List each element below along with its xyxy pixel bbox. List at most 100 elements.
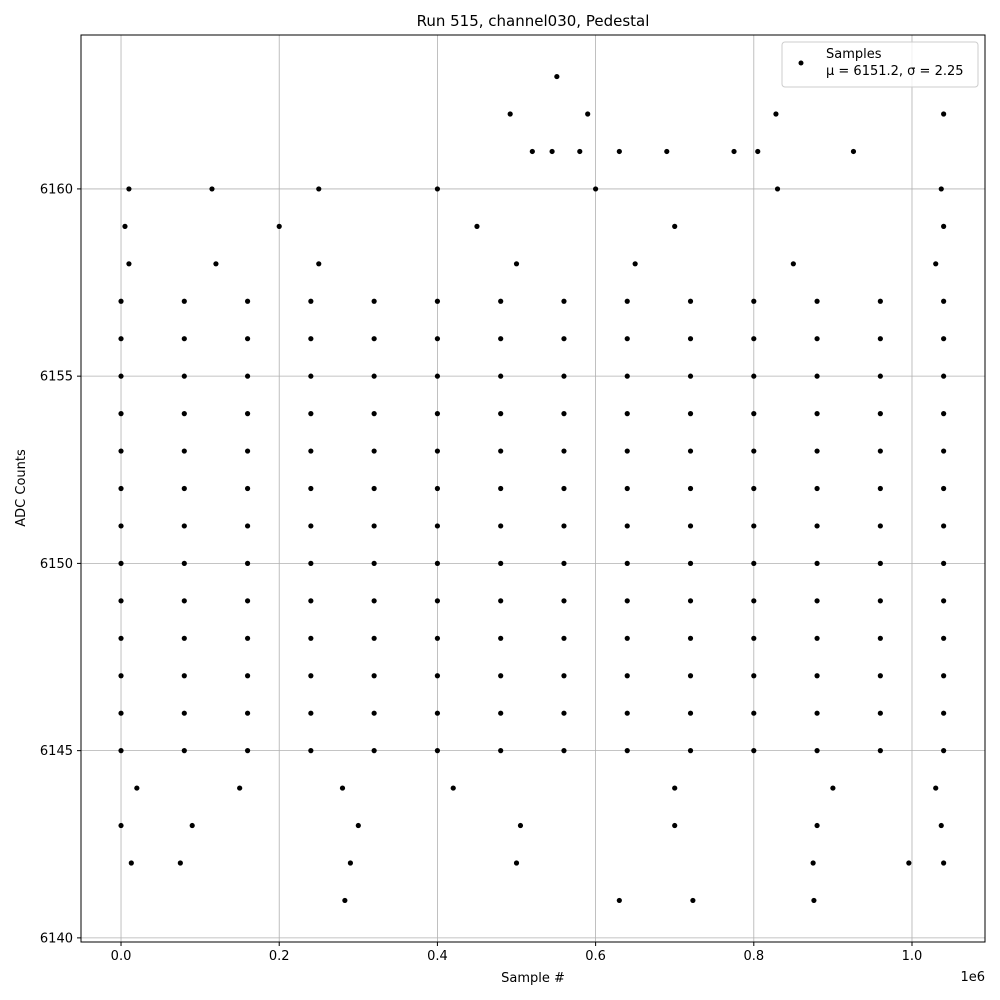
- point: [434, 523, 441, 529]
- point: [814, 336, 820, 342]
- point: [434, 748, 441, 754]
- point: [181, 411, 187, 417]
- point: [561, 710, 567, 716]
- point: [624, 336, 630, 342]
- point: [624, 523, 630, 529]
- point: [554, 73, 560, 80]
- point: [751, 598, 757, 604]
- point: [181, 560, 187, 566]
- point: [687, 710, 694, 716]
- point: [561, 598, 567, 604]
- point: [941, 373, 947, 379]
- point: [118, 411, 124, 417]
- point: [181, 673, 187, 679]
- point: [244, 635, 251, 641]
- point: [941, 598, 947, 604]
- legend-label: Samples: [826, 47, 882, 62]
- point: [850, 148, 857, 155]
- point: [244, 298, 251, 304]
- point: [498, 523, 504, 529]
- point: [687, 748, 694, 754]
- y-tick-label: 6160: [40, 182, 73, 197]
- legend-box: [781, 41, 979, 88]
- point: [177, 860, 183, 866]
- point: [498, 673, 504, 679]
- point: [624, 485, 630, 492]
- point: [118, 298, 124, 304]
- point: [933, 785, 939, 791]
- point: [181, 336, 187, 342]
- point: [773, 111, 779, 117]
- point: [371, 336, 377, 342]
- point: [664, 148, 670, 155]
- point: [118, 748, 124, 754]
- point: [941, 860, 947, 866]
- point: [434, 635, 441, 641]
- point: [561, 635, 567, 641]
- point: [624, 448, 630, 454]
- point: [814, 635, 820, 641]
- point: [450, 785, 456, 791]
- point: [434, 298, 441, 304]
- point: [830, 785, 836, 791]
- point: [529, 148, 535, 155]
- x-offset-label: 1e6: [960, 970, 985, 985]
- point: [585, 111, 591, 117]
- point: [751, 485, 757, 492]
- point: [118, 560, 124, 566]
- point: [498, 485, 504, 492]
- point: [244, 448, 251, 454]
- point: [814, 598, 820, 604]
- point: [371, 560, 377, 566]
- chart-title: Run 515, channel030, Pedestal: [417, 12, 650, 30]
- point: [687, 673, 694, 679]
- point: [616, 148, 622, 155]
- point: [118, 673, 124, 679]
- point: [498, 448, 504, 454]
- point: [308, 298, 314, 304]
- point: [624, 373, 630, 379]
- point: [244, 485, 251, 492]
- point: [434, 411, 441, 417]
- point: [941, 560, 947, 566]
- point: [624, 710, 630, 716]
- point: [498, 298, 504, 304]
- point: [434, 186, 441, 192]
- point: [814, 448, 820, 454]
- point: [371, 373, 377, 379]
- point: [371, 448, 377, 454]
- point: [118, 822, 124, 829]
- point: [561, 485, 567, 492]
- legend-marker: [798, 60, 804, 66]
- point: [751, 748, 757, 754]
- point: [941, 523, 947, 529]
- point: [434, 598, 441, 604]
- point: [941, 673, 947, 679]
- point: [877, 485, 883, 492]
- point: [244, 411, 251, 417]
- point: [687, 411, 694, 417]
- point: [308, 336, 314, 342]
- point: [814, 710, 820, 716]
- point: [877, 373, 883, 379]
- point: [371, 635, 377, 641]
- point: [814, 822, 820, 829]
- point: [672, 822, 678, 829]
- point: [751, 635, 757, 641]
- point: [933, 261, 939, 267]
- point: [434, 336, 441, 342]
- point: [751, 373, 757, 379]
- points: [118, 73, 947, 904]
- point: [774, 186, 781, 192]
- point: [355, 822, 361, 829]
- point: [561, 560, 567, 566]
- point: [118, 373, 124, 379]
- point: [624, 635, 630, 641]
- point: [877, 336, 883, 342]
- legend-note: μ = 6151.2, σ = 2.25: [826, 64, 964, 79]
- x-tick-label: 0.8: [743, 949, 764, 964]
- point: [181, 298, 187, 304]
- point: [690, 897, 696, 904]
- point: [751, 411, 757, 417]
